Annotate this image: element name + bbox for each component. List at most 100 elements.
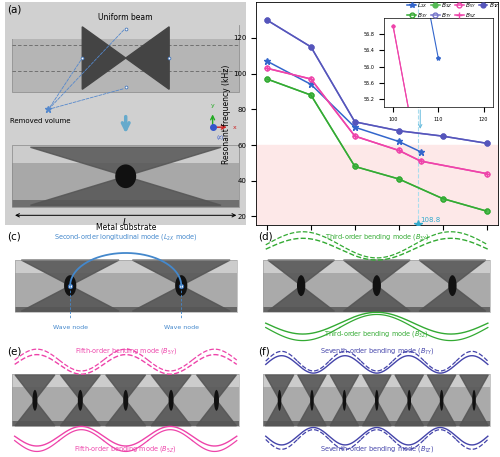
Polygon shape bbox=[132, 260, 230, 286]
Polygon shape bbox=[196, 375, 236, 400]
Polygon shape bbox=[298, 400, 326, 426]
Bar bbox=[264, 421, 490, 426]
Ellipse shape bbox=[310, 390, 314, 411]
Text: Fifth-order bending mode ($B_{5Z}$): Fifth-order bending mode ($B_{5Z}$) bbox=[74, 444, 177, 454]
Text: $L$: $L$ bbox=[122, 217, 129, 228]
Polygon shape bbox=[15, 375, 55, 400]
Text: (f): (f) bbox=[258, 346, 270, 356]
Polygon shape bbox=[419, 260, 486, 286]
Bar bbox=[264, 307, 490, 312]
Ellipse shape bbox=[278, 390, 281, 411]
Text: (d): (d) bbox=[258, 232, 273, 242]
Bar bbox=[12, 163, 239, 200]
Text: Third-order bending mode ($B_{3Y}$): Third-order bending mode ($B_{3Y}$) bbox=[324, 232, 429, 242]
Polygon shape bbox=[82, 27, 126, 89]
Text: Wave node: Wave node bbox=[164, 325, 198, 330]
Text: Uniform beam: Uniform beam bbox=[98, 13, 153, 22]
Bar bbox=[12, 25, 239, 91]
Bar bbox=[12, 387, 239, 421]
Text: y: y bbox=[210, 103, 214, 108]
Text: (a): (a) bbox=[8, 5, 22, 15]
Polygon shape bbox=[268, 286, 334, 311]
Bar bbox=[264, 374, 490, 387]
Polygon shape bbox=[30, 147, 221, 176]
Bar bbox=[12, 374, 239, 387]
Ellipse shape bbox=[375, 390, 378, 411]
Text: Seventh-order bending mode ($B_{7Y}$): Seventh-order bending mode ($B_{7Y}$) bbox=[320, 346, 434, 356]
Polygon shape bbox=[30, 176, 221, 205]
Polygon shape bbox=[22, 286, 119, 311]
Text: (z): (z) bbox=[216, 135, 224, 140]
Ellipse shape bbox=[115, 165, 136, 188]
Text: Fifth-order bending mode ($B_{5Y}$): Fifth-order bending mode ($B_{5Y}$) bbox=[74, 346, 177, 356]
Bar bbox=[12, 200, 239, 207]
Bar bbox=[256, 145, 498, 225]
Y-axis label: Resonant frequency (kHz): Resonant frequency (kHz) bbox=[222, 64, 232, 164]
Ellipse shape bbox=[408, 390, 411, 411]
Polygon shape bbox=[428, 400, 456, 426]
Ellipse shape bbox=[297, 275, 306, 296]
Polygon shape bbox=[196, 400, 236, 426]
Polygon shape bbox=[419, 286, 486, 311]
Polygon shape bbox=[22, 260, 119, 286]
Text: 108.8: 108.8 bbox=[420, 217, 440, 223]
Polygon shape bbox=[266, 400, 294, 426]
Polygon shape bbox=[330, 400, 358, 426]
Text: (e): (e) bbox=[8, 346, 22, 356]
Bar bbox=[264, 260, 490, 272]
Polygon shape bbox=[330, 375, 358, 400]
Bar bbox=[14, 272, 237, 307]
Polygon shape bbox=[460, 375, 488, 400]
Bar bbox=[264, 374, 490, 426]
Bar bbox=[12, 145, 239, 163]
X-axis label: Length of substrate $L$ (mm): Length of substrate $L$ (mm) bbox=[324, 243, 430, 255]
Bar bbox=[12, 25, 239, 39]
Bar bbox=[264, 387, 490, 421]
Text: x: x bbox=[233, 125, 237, 130]
Legend: $L_{2X}$, $B_{3Y}$, $B_{3Z}$, $B_{7Y}$, $B_{5Y}$, $B_{5Z}$, $B_{7Z}$: $L_{2X}$, $B_{3Y}$, $B_{3Z}$, $B_{7Y}$, … bbox=[408, 1, 500, 20]
Bar bbox=[12, 421, 239, 426]
Bar bbox=[14, 260, 237, 312]
Ellipse shape bbox=[32, 390, 38, 411]
Ellipse shape bbox=[123, 390, 128, 411]
Polygon shape bbox=[60, 375, 100, 400]
Polygon shape bbox=[344, 286, 410, 311]
Ellipse shape bbox=[78, 390, 83, 411]
Text: Third-order bending mode ($B_{3Z}$): Third-order bending mode ($B_{3Z}$) bbox=[324, 329, 429, 340]
Polygon shape bbox=[362, 400, 391, 426]
Ellipse shape bbox=[440, 390, 444, 411]
Polygon shape bbox=[132, 286, 230, 311]
Ellipse shape bbox=[64, 275, 76, 296]
Bar bbox=[12, 374, 239, 426]
Ellipse shape bbox=[214, 390, 219, 411]
Polygon shape bbox=[460, 400, 488, 426]
Ellipse shape bbox=[448, 275, 456, 296]
Polygon shape bbox=[395, 400, 424, 426]
Polygon shape bbox=[106, 375, 146, 400]
Ellipse shape bbox=[372, 275, 381, 296]
Ellipse shape bbox=[472, 390, 476, 411]
Bar bbox=[12, 145, 239, 207]
Ellipse shape bbox=[342, 390, 346, 411]
Ellipse shape bbox=[175, 275, 188, 296]
Bar bbox=[264, 260, 490, 312]
Bar bbox=[14, 260, 237, 272]
Polygon shape bbox=[106, 400, 146, 426]
Polygon shape bbox=[298, 375, 326, 400]
Text: Seventh-order bending mode ($B_{7Z}$): Seventh-order bending mode ($B_{7Z}$) bbox=[320, 444, 434, 454]
Polygon shape bbox=[344, 260, 410, 286]
Polygon shape bbox=[395, 375, 424, 400]
Polygon shape bbox=[151, 375, 191, 400]
Text: Removed volume: Removed volume bbox=[10, 118, 70, 124]
Text: Metal substrate: Metal substrate bbox=[96, 223, 156, 232]
Bar bbox=[14, 307, 237, 312]
Polygon shape bbox=[151, 400, 191, 426]
Polygon shape bbox=[60, 400, 100, 426]
Text: (c): (c) bbox=[8, 232, 21, 242]
Text: Second-order longitudinal mode ($L_{2X}$ mode): Second-order longitudinal mode ($L_{2X}$… bbox=[54, 232, 198, 242]
Polygon shape bbox=[268, 260, 334, 286]
Text: Wave node: Wave node bbox=[52, 325, 88, 330]
Polygon shape bbox=[15, 400, 55, 426]
Polygon shape bbox=[362, 375, 391, 400]
Polygon shape bbox=[428, 375, 456, 400]
